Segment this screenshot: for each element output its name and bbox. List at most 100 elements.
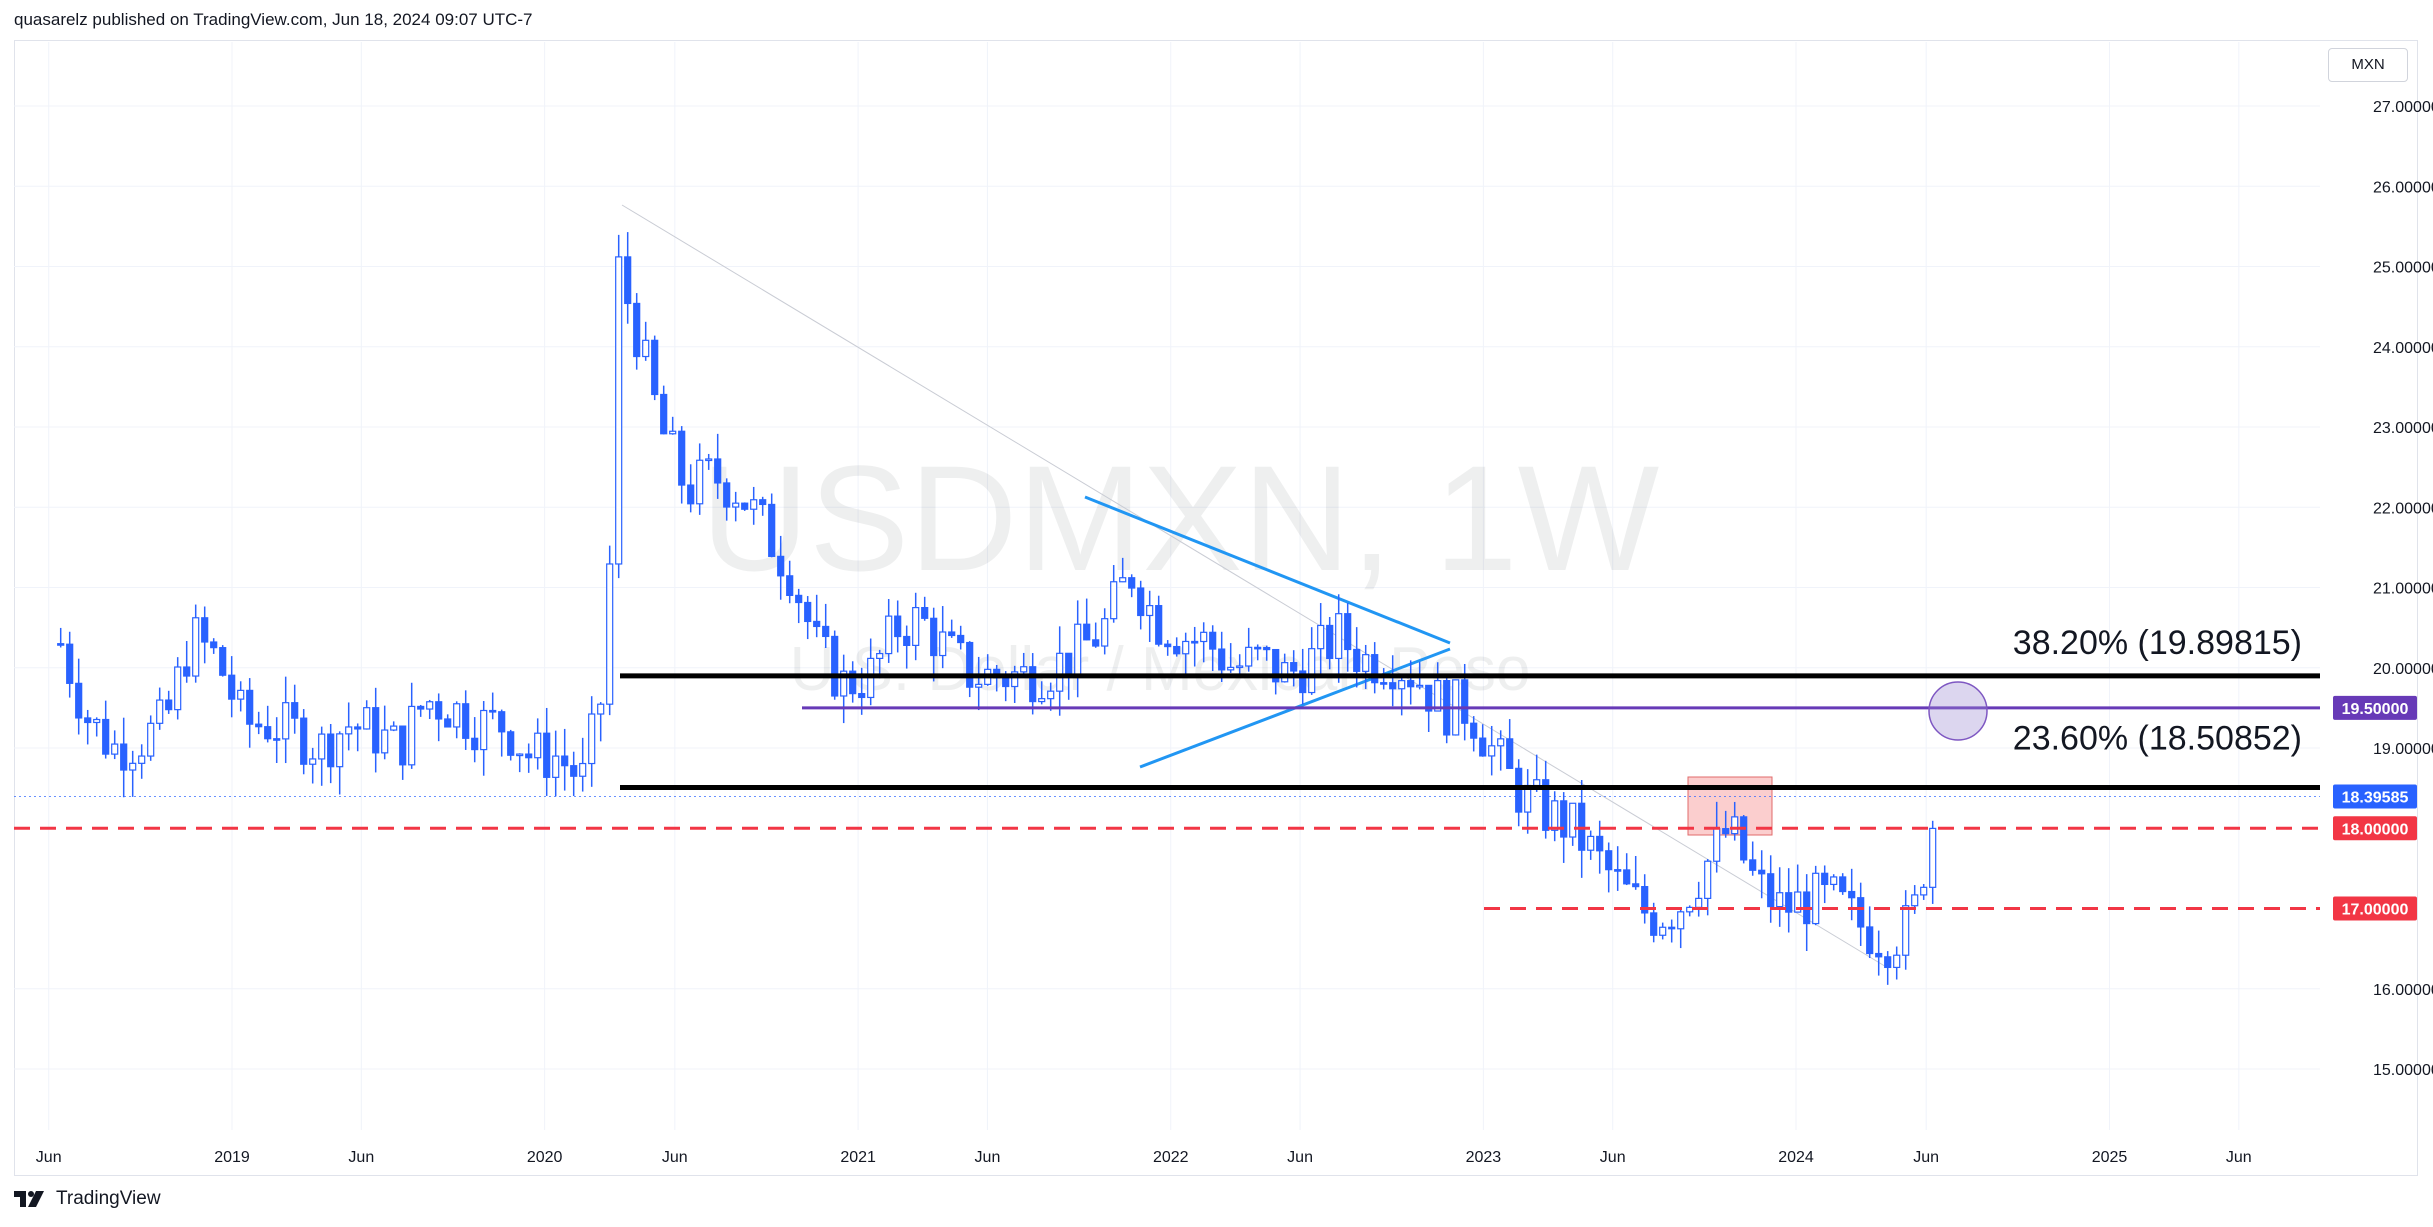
candle-body bbox=[849, 670, 857, 695]
candle-body bbox=[336, 733, 344, 768]
candle-body bbox=[1704, 860, 1712, 899]
candle-body bbox=[1128, 577, 1136, 589]
candle-body bbox=[372, 707, 380, 754]
candle-body bbox=[1857, 897, 1865, 928]
chart-grid bbox=[14, 42, 2320, 1130]
candle-body bbox=[1731, 816, 1739, 835]
candle-body bbox=[1218, 648, 1226, 671]
y-tick-label: 21.00000 bbox=[2373, 581, 2433, 598]
candle-body bbox=[606, 563, 614, 705]
candle-body bbox=[1902, 905, 1910, 956]
x-tick-label: 2020 bbox=[527, 1149, 563, 1166]
candle-body bbox=[1254, 646, 1262, 650]
candle-body bbox=[858, 693, 866, 699]
candle-body bbox=[354, 726, 362, 730]
candle-body bbox=[1479, 737, 1487, 757]
candle-body bbox=[633, 302, 641, 358]
candle-body bbox=[975, 683, 983, 688]
candle-body bbox=[1299, 670, 1307, 694]
candle-body bbox=[1578, 802, 1586, 851]
fib-level-label: 38.20% (19.89815) bbox=[2013, 624, 2302, 662]
candle-body bbox=[426, 701, 434, 710]
watermark-symbol: USDMXN, 1W bbox=[701, 434, 1660, 602]
candle-body bbox=[228, 674, 236, 700]
candle-body bbox=[1119, 577, 1127, 583]
candle-body bbox=[759, 499, 767, 506]
candle-body bbox=[714, 458, 722, 484]
candle-body bbox=[1389, 682, 1397, 690]
candle-body bbox=[66, 643, 74, 684]
candle-body bbox=[579, 762, 587, 777]
candle-body bbox=[1605, 850, 1613, 871]
candle-series bbox=[57, 232, 1937, 985]
x-tick-label: 2025 bbox=[2092, 1149, 2128, 1166]
candle-body bbox=[696, 459, 704, 505]
candle-body bbox=[1173, 645, 1181, 655]
candle-body bbox=[534, 732, 542, 759]
candle-body bbox=[435, 701, 443, 720]
candle-body bbox=[1290, 662, 1298, 672]
candle-body bbox=[1641, 886, 1649, 914]
candle-body bbox=[1911, 894, 1919, 907]
candle-body bbox=[219, 647, 227, 676]
footer-brand[interactable]: TradingView bbox=[14, 1188, 161, 1210]
candle-body bbox=[1551, 800, 1559, 831]
candle-body bbox=[363, 707, 371, 730]
candle-body bbox=[1515, 767, 1523, 813]
candle-body bbox=[1812, 872, 1820, 925]
candle-body bbox=[1047, 690, 1055, 700]
candle-body bbox=[381, 729, 389, 754]
x-tick-label: Jun bbox=[348, 1149, 374, 1166]
candle-body bbox=[921, 606, 929, 619]
candle-body bbox=[1011, 671, 1019, 688]
candle-body bbox=[678, 430, 686, 486]
candle-body bbox=[138, 755, 146, 764]
candle-body bbox=[273, 738, 281, 741]
candle-body bbox=[309, 758, 317, 765]
price-tag-label: 18.39585 bbox=[2342, 789, 2409, 806]
candle-body bbox=[291, 702, 299, 719]
candle-body bbox=[516, 753, 524, 757]
candle-body bbox=[1200, 631, 1208, 643]
x-tick-label: Jun bbox=[2226, 1149, 2252, 1166]
candle-body bbox=[1101, 618, 1109, 647]
candle-body bbox=[840, 670, 848, 697]
candle-body bbox=[1497, 738, 1505, 747]
candle-body bbox=[723, 482, 731, 508]
candle-body bbox=[471, 737, 479, 751]
y-tick-label: 15.00000 bbox=[2373, 1062, 2433, 1079]
triangle-upper-line bbox=[1084, 495, 1451, 645]
candle-body bbox=[1155, 605, 1163, 645]
candle-body bbox=[804, 601, 812, 623]
candle-body bbox=[552, 755, 560, 778]
candle-body bbox=[561, 755, 569, 767]
candle-body bbox=[75, 682, 83, 719]
candle-body bbox=[660, 393, 668, 435]
candle-body bbox=[408, 705, 416, 766]
candle-body bbox=[1866, 926, 1874, 955]
candle-body bbox=[507, 731, 515, 756]
candle-body bbox=[1533, 779, 1541, 787]
currency-label[interactable]: MXN bbox=[2328, 48, 2408, 82]
price-tag bbox=[2333, 695, 2417, 720]
candle-body bbox=[1695, 897, 1703, 908]
candle-body bbox=[318, 733, 326, 760]
candle-body bbox=[1110, 581, 1118, 620]
candle-body bbox=[777, 555, 785, 577]
candle-body bbox=[1137, 587, 1145, 617]
price-tag bbox=[2333, 896, 2417, 921]
candle-body bbox=[588, 713, 596, 765]
x-tick-label: 2023 bbox=[1466, 1149, 1502, 1166]
candle-body bbox=[1596, 835, 1604, 852]
candle-body bbox=[1281, 662, 1289, 683]
candle-body bbox=[1434, 680, 1442, 712]
candle-body bbox=[1767, 873, 1775, 908]
candle-body bbox=[1344, 613, 1352, 651]
candle-body bbox=[1371, 654, 1379, 684]
candle-body bbox=[1758, 869, 1766, 875]
candle-body bbox=[768, 503, 776, 557]
candle-body bbox=[444, 718, 452, 728]
candle-body bbox=[201, 617, 209, 643]
candle-body bbox=[885, 615, 893, 655]
